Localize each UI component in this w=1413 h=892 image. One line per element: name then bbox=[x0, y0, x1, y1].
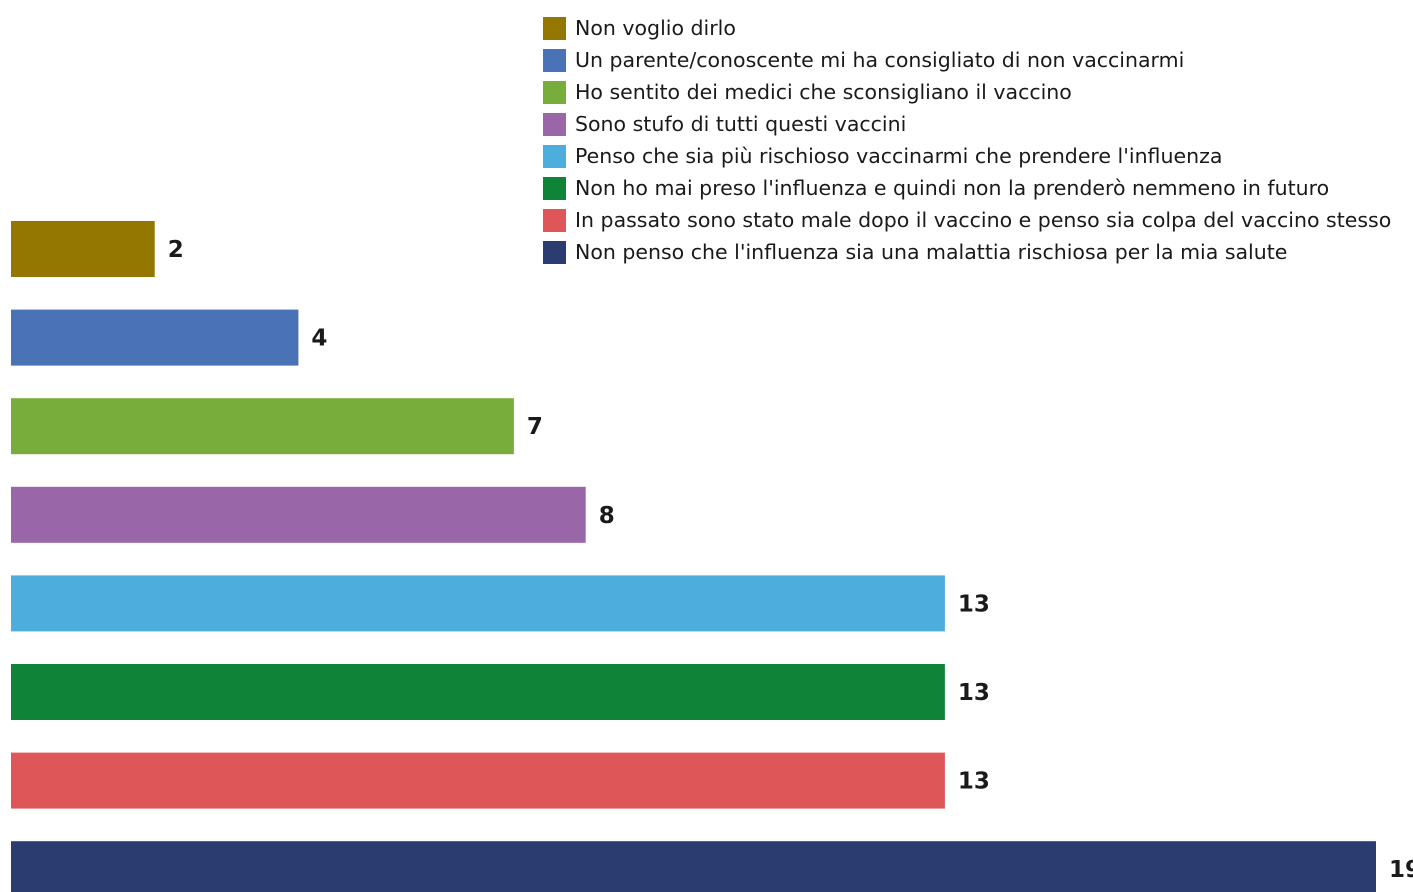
legend-label: Non voglio dirlo bbox=[575, 15, 736, 40]
data-label: 7 bbox=[527, 414, 543, 440]
legend-item: In passato sono stato male dopo il vacci… bbox=[543, 204, 1391, 236]
bar bbox=[11, 841, 1376, 892]
legend-item: Un parente/conoscente mi ha consigliato … bbox=[543, 44, 1391, 76]
bar bbox=[11, 398, 514, 455]
legend-swatch bbox=[543, 144, 566, 168]
legend-item: Non voglio dirlo bbox=[543, 12, 1391, 44]
legend-item: Sono stufo di tutti questi vaccini bbox=[543, 108, 1391, 140]
legend-label: Un parente/conoscente mi ha consigliato … bbox=[575, 47, 1185, 72]
legend-label: Non ho mai preso l'influenza e quindi no… bbox=[575, 175, 1330, 200]
data-label: 19 bbox=[1389, 857, 1413, 883]
legend-item: Non ho mai preso l'influenza e quindi no… bbox=[543, 172, 1391, 204]
data-label: 4 bbox=[311, 326, 327, 352]
bar bbox=[11, 575, 945, 632]
data-label: 8 bbox=[599, 503, 615, 529]
bar bbox=[11, 664, 945, 720]
legend-swatch bbox=[543, 112, 566, 136]
legend-label: In passato sono stato male dopo il vacci… bbox=[575, 207, 1392, 232]
legend-swatch bbox=[543, 240, 566, 264]
legend-label: Penso che sia più rischioso vaccinarmi c… bbox=[575, 143, 1223, 168]
legend-label: Ho sentito dei medici che sconsigliano i… bbox=[575, 79, 1072, 104]
legend-item: Ho sentito dei medici che sconsigliano i… bbox=[543, 76, 1391, 108]
legend-item: Non penso che l'influenza sia una malatt… bbox=[543, 236, 1391, 268]
bar bbox=[11, 752, 945, 809]
legend-swatch bbox=[543, 16, 566, 40]
bar bbox=[11, 221, 155, 277]
bar bbox=[11, 486, 586, 543]
legend-label: Non penso che l'influenza sia una malatt… bbox=[575, 239, 1288, 264]
legend: Non voglio dirlo Un parente/conoscente mi… bbox=[543, 12, 1391, 268]
data-label: 2 bbox=[168, 237, 184, 263]
data-label: 13 bbox=[958, 680, 990, 706]
legend-swatch bbox=[543, 80, 566, 104]
legend-swatch bbox=[543, 176, 566, 200]
legend-label: Sono stufo di tutti questi vaccini bbox=[575, 111, 907, 136]
legend-item: Penso che sia più rischioso vaccinarmi c… bbox=[543, 140, 1391, 172]
data-label: 13 bbox=[958, 591, 990, 617]
legend-swatch bbox=[543, 208, 566, 232]
bar bbox=[11, 309, 299, 366]
data-label: 13 bbox=[958, 769, 990, 795]
legend-swatch bbox=[543, 48, 566, 72]
